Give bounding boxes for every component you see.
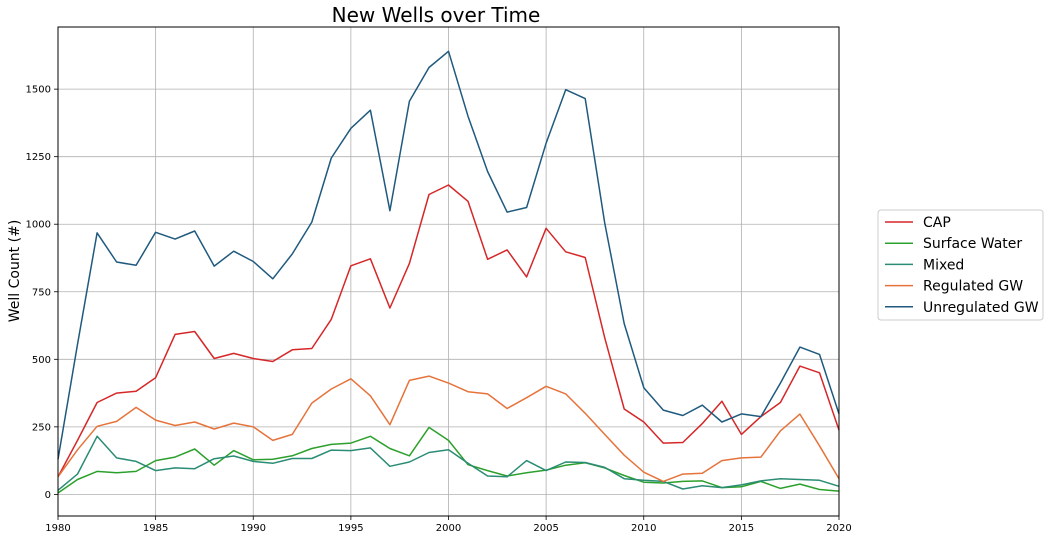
x-tick-label: 2005 — [533, 523, 558, 534]
x-tick-label: 2015 — [729, 523, 754, 534]
y-tick-label: 500 — [32, 355, 51, 366]
legend-label-unregulated-gw: Unregulated GW — [923, 300, 1039, 316]
legend-label-cap: CAP — [923, 215, 951, 231]
x-axis-ticks: 1980 1985 1990 1995 2000 2005 2010 2015 2020 — [45, 516, 852, 534]
series-line-surface-water — [57, 426, 840, 494]
y-tick-label: 750 — [32, 287, 51, 298]
x-tick-label: 2010 — [631, 523, 656, 534]
x-tick-label: 2000 — [436, 523, 461, 534]
x-tick-label: 1980 — [45, 523, 70, 534]
legend: CAP Surface Water Mixed Regulated GW Unregul… — [877, 209, 1044, 321]
y-tick-label: 1250 — [26, 152, 51, 163]
y-tick-label: 250 — [32, 422, 51, 433]
legend-label-surface-water: Surface Water — [923, 236, 1022, 252]
series-line-mixed — [57, 435, 840, 491]
x-tick-label: 1990 — [241, 523, 266, 534]
y-tick-label: 1500 — [26, 85, 51, 96]
legend-label-regulated-gw: Regulated GW — [923, 279, 1023, 295]
x-tick-label: 1985 — [143, 523, 168, 534]
y-axis-ticks: 0 250 500 750 1000 1250 1500 — [26, 85, 58, 501]
legend-box — [877, 209, 1044, 321]
y-tick-label: 0 — [45, 490, 51, 501]
series-line-regulated-gw — [57, 375, 840, 483]
chart-title: New Wells over Time — [332, 3, 541, 27]
x-tick-label: 1995 — [338, 523, 363, 534]
grid-lines — [57, 27, 840, 516]
series-line-cap — [57, 184, 840, 478]
series-lines — [57, 50, 840, 494]
x-tick-label: 2020 — [826, 523, 851, 534]
legend-label-mixed: Mixed — [923, 257, 964, 273]
y-axis-label: Well Count (#) — [7, 220, 23, 323]
series-line-unregulated-gw — [57, 50, 840, 460]
y-tick-label: 1000 — [26, 220, 51, 231]
